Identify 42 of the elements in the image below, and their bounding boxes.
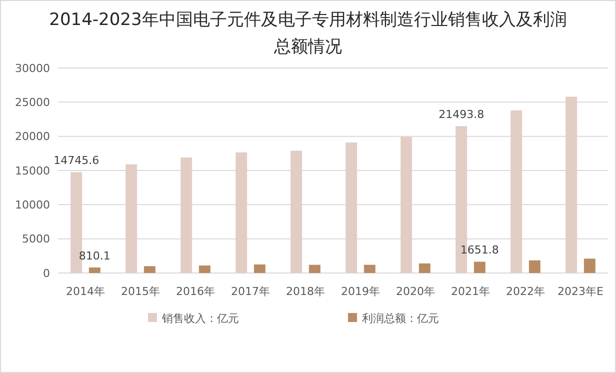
bar — [510, 110, 522, 273]
bar — [400, 137, 412, 273]
bar — [88, 267, 100, 273]
data-label: 810.1 — [78, 249, 110, 262]
bar — [474, 262, 486, 273]
y-tick-label: 10000 — [15, 198, 50, 212]
bar — [144, 266, 156, 273]
x-tick-label: 2015年 — [121, 285, 160, 298]
y-tick-label: 0 — [43, 266, 50, 280]
data-label: 1651.8 — [460, 244, 499, 257]
y-tick-label: 20000 — [15, 130, 50, 144]
bar — [528, 260, 540, 273]
x-tick-label: 2019年 — [341, 285, 380, 298]
x-tick-label: 2021年 — [451, 285, 490, 298]
y-tick-label: 15000 — [15, 164, 50, 178]
x-tick-label: 2016年 — [176, 285, 215, 298]
bar — [364, 264, 376, 273]
x-tick-label: 2017年 — [231, 285, 270, 298]
bar — [180, 158, 192, 273]
chart-title: 2014-2023年中国电子元件及电子专用材料制造行业销售收入及利润总额情况 — [49, 10, 567, 57]
bar — [308, 264, 320, 273]
bar — [566, 96, 578, 273]
bar — [584, 258, 596, 273]
x-tick-label: 2023年E — [558, 285, 604, 298]
bar — [126, 164, 138, 273]
bar — [290, 150, 302, 273]
data-label: 21493.8 — [438, 108, 484, 122]
data-label: 14745.6 — [54, 154, 100, 168]
bar — [236, 152, 248, 273]
x-tick-label: 2022年 — [506, 285, 545, 298]
legend-label: 利润总额：亿元 — [362, 312, 439, 325]
bar — [346, 142, 358, 273]
bar — [418, 263, 430, 273]
y-tick-label: 30000 — [15, 62, 50, 75]
legend-label: 销售收入：亿元 — [161, 312, 239, 325]
y-tick-label: 5000 — [22, 232, 50, 246]
x-tick-label: 2018年 — [286, 285, 325, 298]
bar — [198, 265, 210, 273]
bar — [254, 264, 266, 273]
x-tick-label: 2020年 — [396, 285, 435, 298]
x-tick-label: 2014年 — [66, 285, 105, 298]
y-tick-label: 25000 — [15, 96, 50, 110]
